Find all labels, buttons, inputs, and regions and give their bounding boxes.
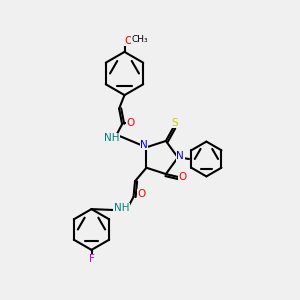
Text: O: O [138, 189, 146, 200]
Text: NH: NH [114, 203, 129, 213]
Text: N: N [176, 151, 184, 161]
Text: O: O [126, 118, 135, 128]
Text: F: F [88, 254, 94, 265]
Text: O: O [124, 36, 133, 46]
Text: S: S [171, 118, 178, 128]
Text: CH₃: CH₃ [132, 35, 148, 44]
Text: NH: NH [103, 133, 119, 143]
Text: O: O [178, 172, 187, 182]
Text: N: N [140, 140, 148, 150]
